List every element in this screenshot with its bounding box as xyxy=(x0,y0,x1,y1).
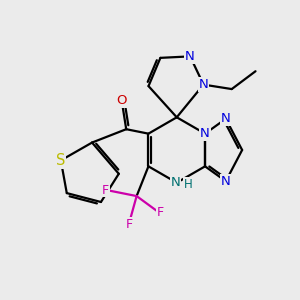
Text: H: H xyxy=(184,178,192,191)
Text: O: O xyxy=(116,94,127,107)
Text: N: N xyxy=(221,175,231,188)
Text: N: N xyxy=(170,176,180,189)
Text: F: F xyxy=(126,218,133,231)
Text: N: N xyxy=(185,50,195,63)
Text: S: S xyxy=(56,153,65,168)
Text: N: N xyxy=(200,127,210,140)
Text: F: F xyxy=(157,206,164,219)
Text: N: N xyxy=(199,78,208,91)
Text: F: F xyxy=(102,184,109,196)
Text: N: N xyxy=(221,112,231,125)
